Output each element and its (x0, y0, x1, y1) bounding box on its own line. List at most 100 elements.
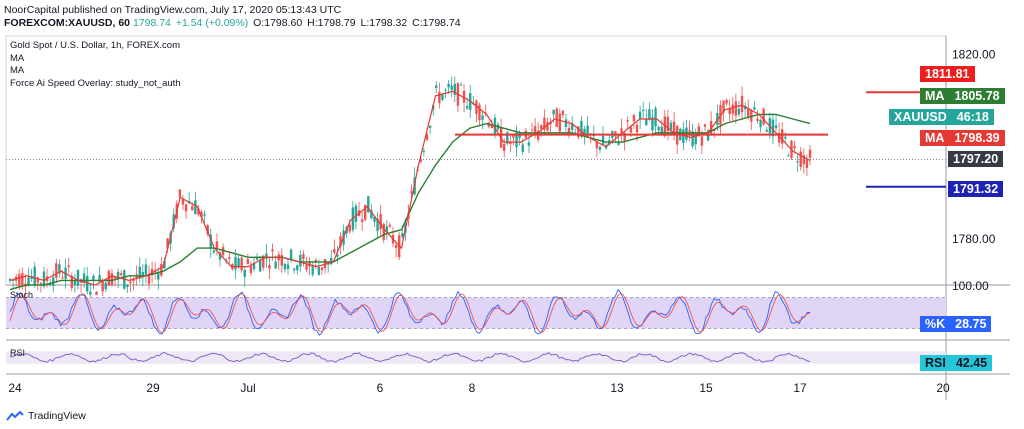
candle (808, 144, 812, 166)
price-tag-value: 1791.32 (953, 182, 999, 196)
candle-body (336, 254, 339, 257)
symbol-label: FOREXCOM:XAUUSD, 60 (4, 17, 131, 29)
candle-body (645, 118, 648, 126)
stoch-label[interactable]: Stoch (10, 290, 34, 300)
candle-body (191, 206, 194, 211)
rsi-line (9, 352, 811, 363)
candle (184, 203, 188, 219)
ma-fast-line (9, 90, 811, 286)
candle (626, 116, 629, 130)
candle (774, 115, 778, 131)
candle (336, 245, 339, 264)
indicator-tag-name: %K (925, 317, 946, 331)
candle (734, 93, 738, 124)
candle-body (135, 274, 138, 279)
candle-body (777, 132, 781, 143)
candle-body (317, 266, 321, 276)
candle (252, 257, 256, 272)
legend-ma-1[interactable]: MA (10, 52, 25, 64)
candle-body (595, 141, 599, 149)
candle-body (178, 189, 182, 198)
candle-body (246, 259, 250, 264)
candle-body (747, 108, 750, 118)
time-axis-label: 6 (377, 381, 384, 395)
ma-lines-layer (9, 90, 811, 291)
time-axis-label: 20 (936, 381, 950, 395)
candle-body (521, 144, 524, 152)
candle-body (629, 127, 633, 133)
candle (249, 261, 253, 277)
close-value: 1798.74 (132, 17, 171, 29)
candle-body (459, 84, 463, 86)
candle-body (660, 126, 663, 135)
price-tag-countdown: XAUUSD 46:18 (889, 109, 994, 125)
rsi-pane (6, 351, 946, 364)
candle-body (657, 126, 660, 131)
candle-body (410, 191, 413, 194)
candle (296, 264, 299, 275)
candle (651, 109, 654, 137)
candle-body (373, 216, 376, 222)
candle-body (58, 264, 61, 274)
candle (126, 284, 129, 294)
candle-body (376, 218, 379, 232)
candle (506, 130, 509, 146)
candle (292, 267, 296, 274)
candle-body (116, 271, 120, 279)
candle-body (292, 268, 296, 271)
candle-body (333, 248, 336, 253)
stoch-pane (6, 288, 946, 336)
candle-body (586, 125, 589, 138)
candle (113, 276, 117, 287)
candle-body (348, 224, 351, 232)
publication-header: NoorCapital published on TradingView.com… (0, 0, 1024, 36)
candle (552, 109, 555, 123)
candle-body (453, 83, 456, 95)
candle (660, 119, 663, 135)
candle-body (793, 145, 796, 149)
candle (796, 153, 799, 172)
candle-body (564, 119, 568, 127)
candle (286, 259, 290, 275)
candle-body (570, 122, 574, 130)
candle (385, 220, 389, 240)
tradingview-logo[interactable]: TradingView (6, 410, 86, 422)
candle (129, 275, 132, 293)
candle-body (36, 277, 39, 283)
candle-body (163, 260, 166, 269)
candle-body (558, 113, 562, 132)
rsi-label[interactable]: RSI (10, 348, 26, 358)
candle-body (728, 108, 731, 114)
legend-overlay[interactable]: Force Ai Speed Overlay: study_not_auth (10, 77, 181, 89)
time-axis: 24 29 Jul 6 8 13 15 17 20 (8, 381, 950, 395)
candle (555, 107, 558, 128)
candle-body (601, 135, 605, 145)
candle-body (465, 105, 469, 109)
ma-slow-line (9, 113, 811, 291)
candle (70, 272, 73, 292)
candle-body (691, 131, 694, 147)
candle-body (268, 265, 271, 269)
candle-body (147, 275, 151, 285)
candle-body (274, 261, 277, 269)
legend-ma-2[interactable]: MA (10, 65, 25, 76)
price-axis-label: 1820.00 (952, 47, 996, 61)
price-tag-resistance-top: 1811.81 (920, 66, 975, 82)
price-axis: 1820.00 1780.00 100.00 (952, 47, 996, 293)
candle-body (512, 135, 515, 138)
candle-body (299, 254, 302, 267)
candle (781, 122, 784, 150)
candle (373, 215, 376, 227)
candle-body (722, 100, 725, 113)
candle-body (481, 115, 484, 120)
candle-body (225, 259, 228, 261)
candle (110, 268, 114, 287)
candle-body (82, 273, 86, 284)
time-axis-label: 24 (8, 381, 22, 395)
candle (805, 154, 809, 176)
publisher-name[interactable]: NoorCapital (4, 4, 60, 16)
candle-body (450, 85, 453, 90)
candle-body (725, 99, 728, 104)
candle-body (787, 155, 790, 157)
